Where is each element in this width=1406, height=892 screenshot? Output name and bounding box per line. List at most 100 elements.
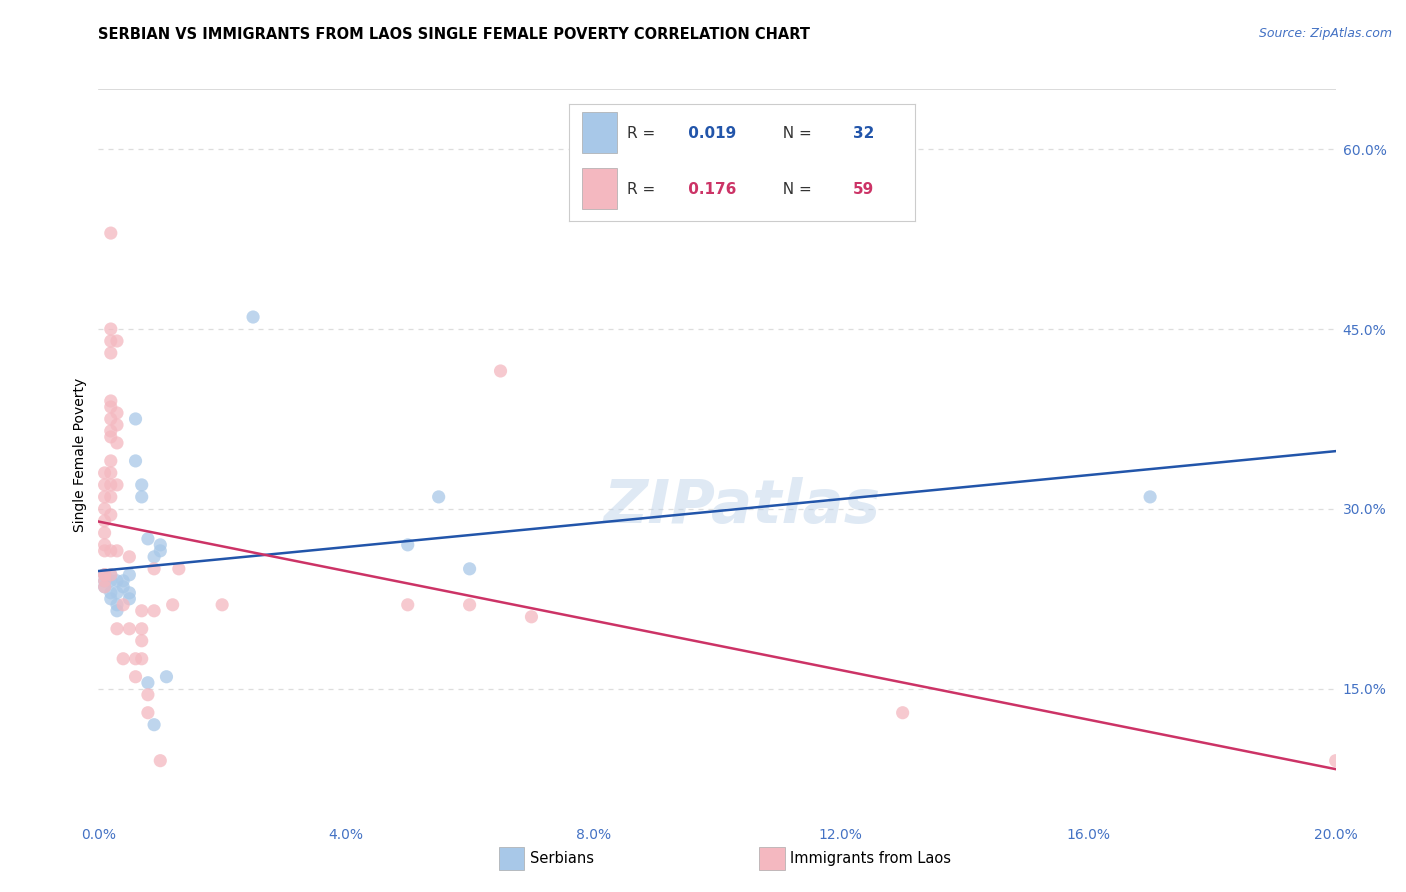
Immigrants from Laos (458, 598, 481, 612)
Serbians (118, 591, 141, 606)
Serbians (118, 586, 141, 600)
Immigrants from Laos (131, 604, 153, 618)
FancyBboxPatch shape (582, 112, 617, 153)
Text: 0.176: 0.176 (683, 182, 737, 197)
Text: R =: R = (627, 126, 661, 141)
Immigrants from Laos (489, 364, 512, 378)
Serbians (143, 717, 166, 731)
Immigrants from Laos (100, 226, 122, 240)
Immigrants from Laos (93, 567, 115, 582)
Text: Source: ZipAtlas.com: Source: ZipAtlas.com (1258, 27, 1392, 40)
Immigrants from Laos (100, 322, 122, 336)
Text: N =: N = (773, 182, 817, 197)
Immigrants from Laos (131, 633, 153, 648)
Immigrants from Laos (100, 412, 122, 426)
Serbians (105, 598, 128, 612)
FancyBboxPatch shape (582, 169, 617, 209)
Serbians (105, 604, 128, 618)
Serbians (149, 538, 172, 552)
Serbians (149, 544, 172, 558)
Immigrants from Laos (136, 688, 159, 702)
Serbians (105, 574, 128, 588)
Serbians (105, 586, 128, 600)
Immigrants from Laos (112, 652, 135, 666)
Immigrants from Laos (149, 754, 172, 768)
Serbians (458, 562, 481, 576)
Serbians (136, 675, 159, 690)
Immigrants from Laos (105, 478, 128, 492)
Immigrants from Laos (100, 346, 122, 360)
Immigrants from Laos (105, 406, 128, 420)
Serbians (427, 490, 450, 504)
Immigrants from Laos (100, 478, 122, 492)
Serbians (100, 591, 122, 606)
Immigrants from Laos (100, 466, 122, 480)
Immigrants from Laos (105, 417, 128, 432)
Serbians (124, 412, 146, 426)
Immigrants from Laos (211, 598, 233, 612)
Immigrants from Laos (167, 562, 190, 576)
Serbians (396, 538, 419, 552)
Immigrants from Laos (131, 652, 153, 666)
Immigrants from Laos (93, 514, 115, 528)
Serbians (100, 567, 122, 582)
Serbians (93, 574, 115, 588)
Immigrants from Laos (93, 478, 115, 492)
Serbians (242, 310, 264, 324)
Immigrants from Laos (162, 598, 184, 612)
Immigrants from Laos (136, 706, 159, 720)
Immigrants from Laos (891, 706, 914, 720)
Immigrants from Laos (100, 567, 122, 582)
Immigrants from Laos (93, 574, 115, 588)
Text: Immigrants from Laos: Immigrants from Laos (790, 852, 952, 866)
Immigrants from Laos (93, 466, 115, 480)
Text: 0.019: 0.019 (683, 126, 737, 141)
Immigrants from Laos (93, 490, 115, 504)
Text: N =: N = (773, 126, 817, 141)
Y-axis label: Single Female Poverty: Single Female Poverty (73, 378, 87, 532)
Serbians (100, 574, 122, 588)
Serbians (155, 670, 177, 684)
Serbians (112, 580, 135, 594)
Serbians (93, 580, 115, 594)
Serbians (143, 549, 166, 564)
Immigrants from Laos (112, 598, 135, 612)
Immigrants from Laos (100, 508, 122, 522)
Immigrants from Laos (93, 501, 115, 516)
Immigrants from Laos (124, 652, 146, 666)
Immigrants from Laos (105, 622, 128, 636)
Immigrants from Laos (100, 424, 122, 438)
Serbians (118, 567, 141, 582)
Immigrants from Laos (520, 609, 543, 624)
Immigrants from Laos (143, 604, 166, 618)
Immigrants from Laos (100, 430, 122, 444)
Immigrants from Laos (93, 544, 115, 558)
Immigrants from Laos (93, 567, 115, 582)
Serbians (136, 532, 159, 546)
Serbians (131, 478, 153, 492)
Serbians (1139, 490, 1161, 504)
Immigrants from Laos (105, 334, 128, 348)
Immigrants from Laos (124, 670, 146, 684)
Immigrants from Laos (100, 334, 122, 348)
Immigrants from Laos (118, 622, 141, 636)
Immigrants from Laos (396, 598, 419, 612)
Immigrants from Laos (100, 394, 122, 409)
Immigrants from Laos (100, 490, 122, 504)
Immigrants from Laos (100, 400, 122, 414)
Immigrants from Laos (100, 544, 122, 558)
Text: 32: 32 (852, 126, 875, 141)
Serbians (131, 490, 153, 504)
Text: Serbians: Serbians (530, 852, 595, 866)
Text: ZIPatlas: ZIPatlas (603, 476, 880, 535)
Immigrants from Laos (105, 436, 128, 450)
Serbians (100, 586, 122, 600)
Text: SERBIAN VS IMMIGRANTS FROM LAOS SINGLE FEMALE POVERTY CORRELATION CHART: SERBIAN VS IMMIGRANTS FROM LAOS SINGLE F… (98, 27, 810, 42)
Immigrants from Laos (93, 525, 115, 540)
Immigrants from Laos (1324, 754, 1347, 768)
Immigrants from Laos (118, 549, 141, 564)
Immigrants from Laos (93, 580, 115, 594)
Serbians (112, 574, 135, 588)
Immigrants from Laos (100, 454, 122, 468)
Immigrants from Laos (93, 538, 115, 552)
